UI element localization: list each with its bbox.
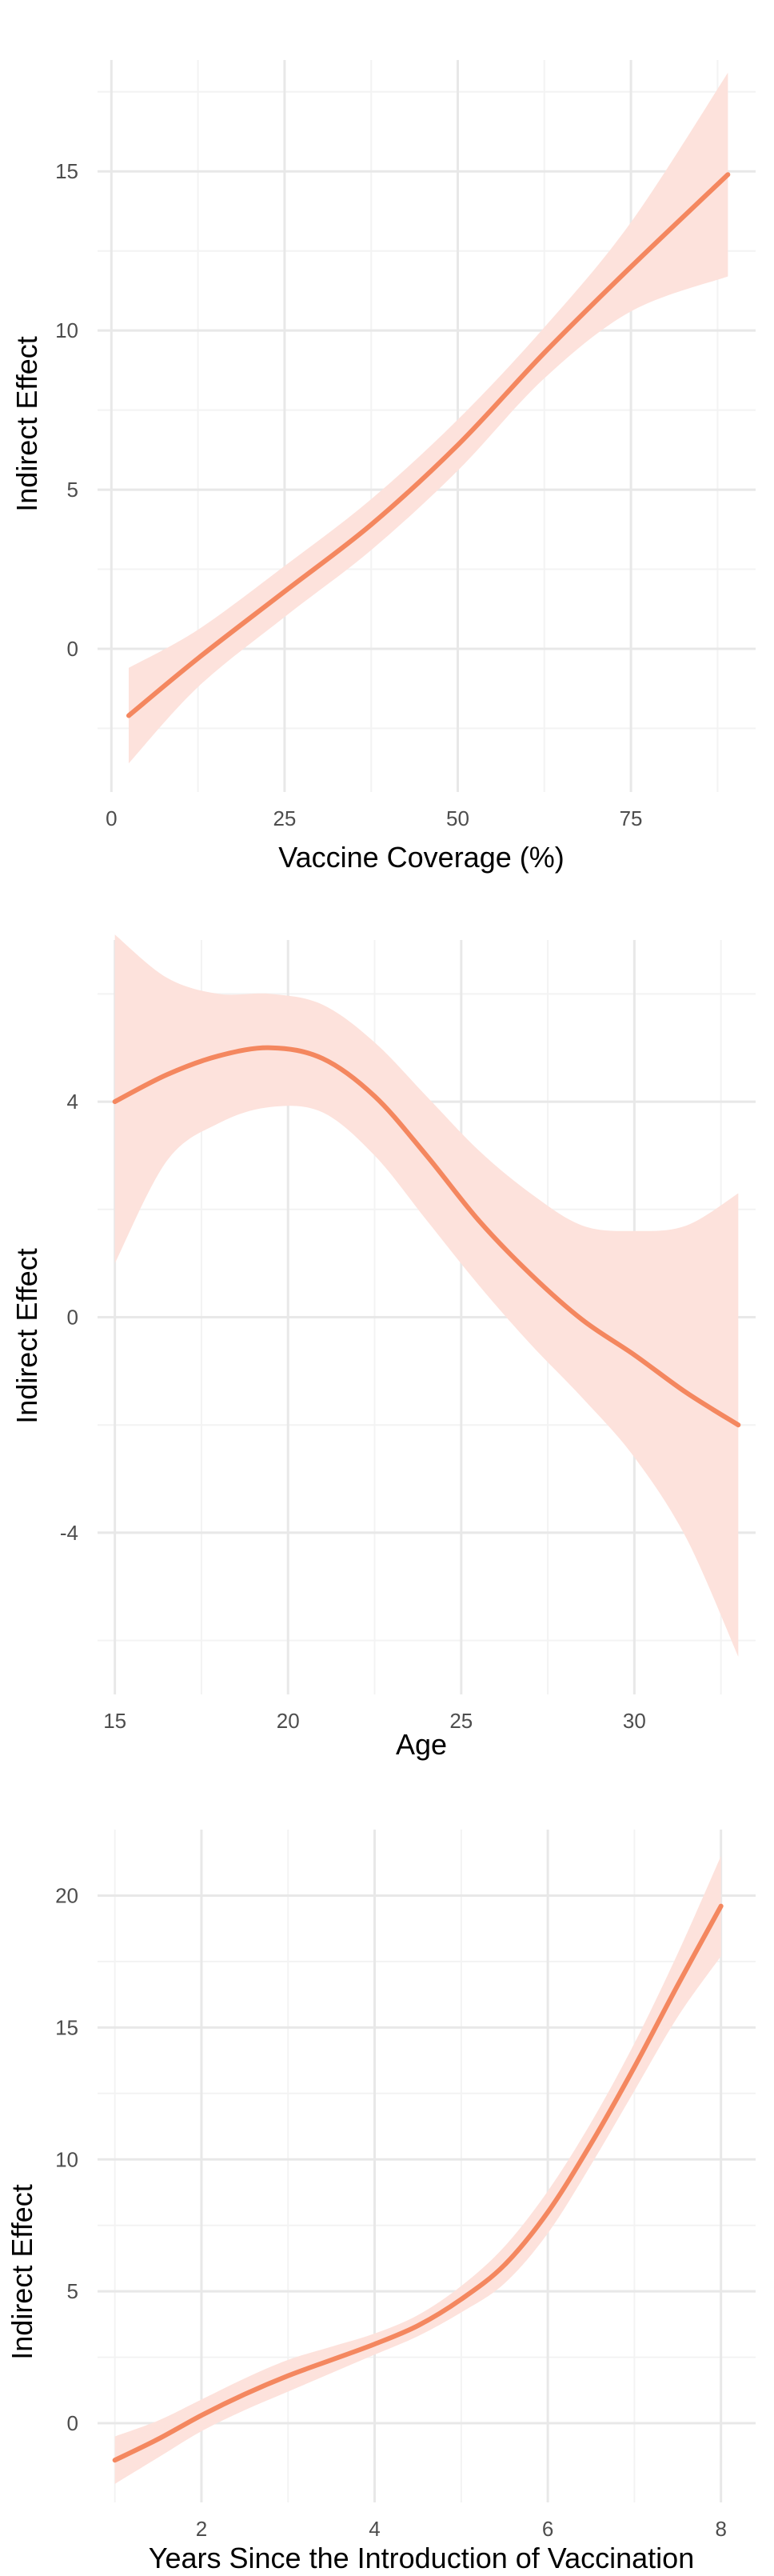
x-axis-title: Age [396,1728,447,1761]
y-tick-label: -4 [60,1521,78,1545]
y-tick-label: 10 [55,318,78,342]
y-tick-label: 15 [55,159,78,183]
chart-panel-coverage: 0 25 50 75 0 5 10 15 Vaccine Coverage (%) Indir… [0,0,774,880]
age-chart: 15 20 25 30 -4 0 4 Age Indirect Effect [10,934,756,1761]
y-tick-label: 4 [67,1090,78,1114]
x-tick-label: 6 [542,2517,553,2541]
chart-panel-age: 15 20 25 30 -4 0 4 Age Indirect Effect [0,880,774,1768]
x-tick-label: 2 [196,2517,207,2541]
coverage-chart: 0 25 50 75 0 5 10 15 Vaccine Coverage (%) Indir… [10,60,756,874]
y-tick-label: 0 [67,1306,78,1330]
x-tick-label: 20 [277,1709,300,1733]
x-axis-title: Vaccine Coverage (%) [278,841,565,874]
fitted-line [112,1045,741,1428]
confidence-band [114,934,739,1657]
y-axis-title: Indirect Effect [10,1248,43,1423]
y-tick-label: 5 [67,478,78,502]
x-tick-label: 0 [106,806,117,830]
x-tick-label: 75 [620,806,643,830]
fitted-line [112,1903,724,2463]
y-tick-label: 20 [55,1883,78,1907]
chart-panel-years: 2 4 6 8 0 5 10 15 20 Years Since the Introductio… [0,1768,774,2576]
y-tick-label: 10 [55,2147,78,2171]
x-tick-label: 25 [449,1709,473,1733]
years-chart: 2 4 6 8 0 5 10 15 20 Years Since the Introductio… [6,1830,756,2574]
y-tick-label: 5 [67,2279,78,2303]
x-tick-label: 15 [103,1709,126,1733]
x-tick-label: 30 [623,1709,646,1733]
y-tick-label: 0 [67,637,78,661]
x-tick-label: 50 [446,806,469,830]
fitted-line [126,172,731,718]
x-axis-title: Years Since the Introduction of Vaccinat… [149,2542,694,2574]
y-tick-label: 15 [55,2015,78,2039]
y-axis-title: Indirect Effect [10,336,43,511]
confidence-band [114,1855,721,2484]
x-tick-label: 25 [273,806,296,830]
y-tick-label: 0 [67,2411,78,2435]
x-tick-label: 4 [369,2517,380,2541]
confidence-band [128,72,728,764]
y-axis-title: Indirect Effect [6,2184,38,2359]
x-tick-label: 8 [715,2517,726,2541]
